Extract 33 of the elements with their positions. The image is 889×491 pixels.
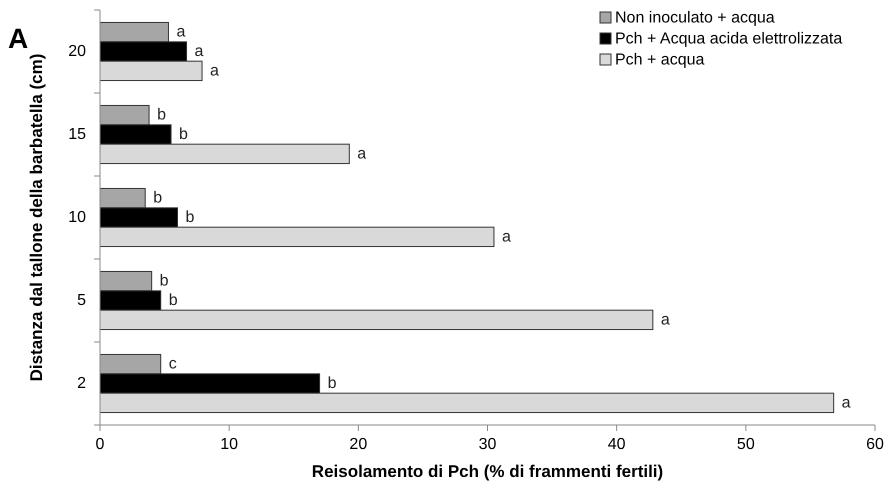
data-label: a — [176, 24, 186, 41]
data-label: b — [186, 209, 194, 226]
y-tick-label: 2 — [77, 375, 86, 392]
x-tick-label: 40 — [608, 436, 626, 453]
legend-label: Pch + Acqua acida elettrolizzata — [615, 30, 842, 48]
data-label: a — [842, 394, 851, 412]
data-label: b — [168, 292, 178, 309]
data-label: a — [210, 62, 220, 80]
legend-label: Pch + acqua — [615, 52, 704, 68]
y-tick-label: 20 — [68, 43, 86, 60]
data-label: c — [168, 356, 177, 373]
text: A — [8, 23, 28, 54]
x-tick-label: 60 — [866, 436, 884, 453]
x-tick-label: 20 — [349, 436, 368, 453]
x-tick-label: 30 — [478, 436, 496, 453]
data-label: b — [160, 272, 169, 290]
legend-label: Non inoculato + acqua — [615, 10, 775, 26]
data-label: a — [357, 145, 366, 162]
x-tick-label: 10 — [220, 436, 238, 453]
data-label: b — [179, 126, 188, 143]
data-label: a — [660, 311, 670, 328]
y-tick-label: 15 — [68, 126, 86, 143]
data-label: b — [328, 375, 337, 392]
data-label: a — [194, 43, 204, 60]
x-tick-label: 50 — [736, 436, 755, 453]
y-tick-label: 5 — [77, 292, 86, 309]
y-tick-label: 10 — [68, 209, 86, 226]
data-label: b — [157, 106, 166, 124]
data-label: b — [153, 190, 162, 207]
y-axis-title: Distanza dal tallone della barbatella (cm) — [27, 54, 46, 382]
x-axis-title: Reisolamento di Pch (% di frammenti fertili) — [312, 462, 664, 481]
data-label: a — [502, 228, 511, 246]
x-tick-label: 0 — [96, 436, 105, 453]
